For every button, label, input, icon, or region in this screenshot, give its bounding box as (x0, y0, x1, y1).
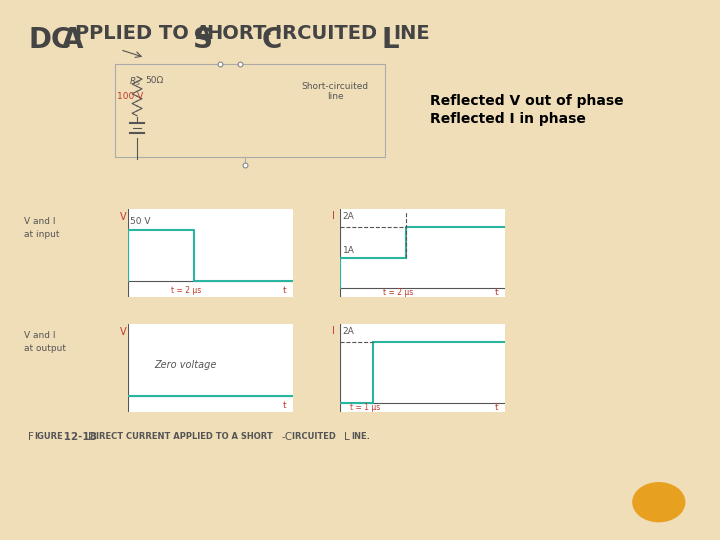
Text: t: t (283, 401, 287, 410)
Text: at input: at input (24, 231, 60, 239)
Text: V: V (120, 212, 127, 221)
Text: at output: at output (24, 343, 66, 353)
Text: $R_S$: $R_S$ (129, 76, 141, 88)
Text: A: A (62, 25, 84, 53)
Text: 12-18: 12-18 (60, 433, 101, 442)
Text: INE.: INE. (351, 433, 370, 441)
Text: 1A: 1A (343, 246, 354, 254)
Text: 2A: 2A (343, 212, 354, 221)
Text: line: line (327, 92, 343, 100)
Text: t: t (495, 288, 498, 298)
Text: I: I (332, 326, 335, 335)
Text: t = 1 μs: t = 1 μs (350, 403, 380, 413)
Text: t: t (495, 403, 498, 413)
Text: I: I (332, 211, 335, 220)
Text: 50Ω: 50Ω (145, 76, 163, 85)
Text: t = 2 μs: t = 2 μs (382, 288, 413, 298)
Text: Short-circuited: Short-circuited (302, 82, 369, 91)
Text: Zero voltage: Zero voltage (155, 360, 217, 370)
Text: t: t (283, 286, 287, 295)
Text: PPLIED TO A: PPLIED TO A (75, 24, 217, 43)
Text: 2A: 2A (343, 327, 354, 336)
Text: IGURE: IGURE (34, 433, 63, 441)
Text: Reflected V out of phase: Reflected V out of phase (430, 94, 624, 107)
Text: D: D (88, 433, 96, 442)
Text: IRCUITED: IRCUITED (275, 24, 384, 43)
Text: 100 V: 100 V (117, 92, 143, 101)
Text: L: L (382, 25, 400, 53)
Text: L: L (344, 433, 350, 442)
Text: Reflected I in phase: Reflected I in phase (430, 112, 586, 126)
Text: t = 2 μs: t = 2 μs (171, 286, 201, 295)
Text: V: V (120, 327, 127, 336)
Text: DC: DC (28, 25, 71, 53)
Text: V and I: V and I (24, 330, 55, 340)
Text: IRCUITED: IRCUITED (292, 433, 339, 441)
Text: 50 V: 50 V (130, 217, 151, 226)
Text: -C: -C (281, 433, 292, 442)
Text: HORT-: HORT- (206, 24, 271, 43)
Text: C: C (262, 25, 282, 53)
Text: IRECT CURRENT APPLIED TO A SHORT: IRECT CURRENT APPLIED TO A SHORT (96, 433, 273, 441)
Text: S: S (193, 25, 213, 53)
Text: INE: INE (393, 24, 430, 43)
Text: F: F (28, 433, 34, 442)
Text: V and I: V and I (24, 218, 55, 226)
